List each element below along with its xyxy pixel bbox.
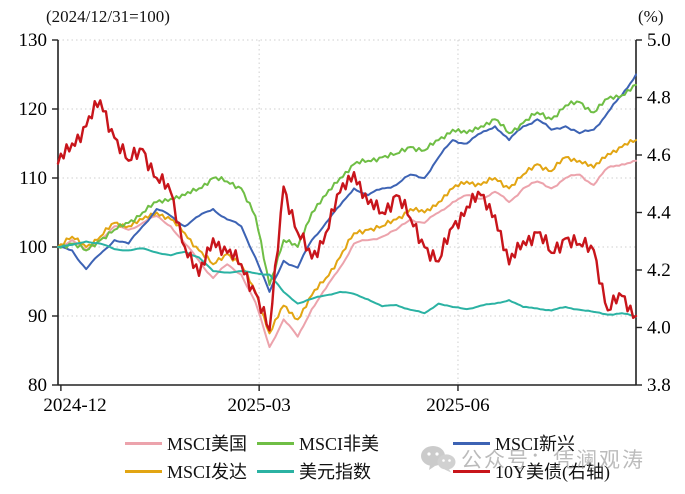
legend-swatch-msci-dm xyxy=(125,469,162,473)
legend-label-msci-dm: MSCI发达 xyxy=(167,462,248,482)
legend-entry-msci-us: MSCI美国 xyxy=(125,433,248,454)
x-tick-label: 2024-12 xyxy=(43,395,106,416)
left-tick-label: 90 xyxy=(28,306,47,327)
series-line-msci-exus xyxy=(57,83,637,286)
left-tick-label: 120 xyxy=(19,99,48,120)
right-tick-label: 3.8 xyxy=(647,375,671,396)
legend-label-ust10y: 10Y美债(右轴) xyxy=(495,462,610,482)
series-line-msci-dm xyxy=(57,139,637,335)
left-axis-note: (2024/12/31=100) xyxy=(46,7,170,26)
series-line-dxy xyxy=(57,240,637,318)
line-chart: 80 90 100 110 120 130 3.8 4.0 4.2 4.4 4.6 4.8 5.0 202… xyxy=(19,30,672,416)
left-tick-label: 80 xyxy=(28,375,47,396)
left-tick-label: 100 xyxy=(19,237,48,258)
right-tick-label: 4.6 xyxy=(647,145,671,166)
right-tick-label: 5.0 xyxy=(647,30,671,51)
legend-label-msci-exus: MSCI非美 xyxy=(299,434,380,454)
legend-label-msci-em: MSCI新兴 xyxy=(495,434,576,454)
x-tick-label: 2025-06 xyxy=(426,395,489,416)
legend-swatch-msci-us xyxy=(125,441,162,445)
right-tick-label: 4.8 xyxy=(647,88,671,109)
legend-label-dxy: 美元指数 xyxy=(299,462,371,482)
right-tick-label: 4.0 xyxy=(647,318,671,339)
left-tick-label: 130 xyxy=(19,30,48,51)
right-tick-label: 4.2 xyxy=(647,260,671,281)
legend-swatch-msci-exus xyxy=(257,441,294,445)
legend-entry-msci-dm: MSCI发达 xyxy=(125,461,248,482)
left-tick-label: 110 xyxy=(19,168,47,189)
series-line-msci-us xyxy=(57,159,637,349)
series-line-ust10y xyxy=(56,99,638,332)
chart-legend: MSCI美国 MSCI非美 MSCI新兴 MSCI发达 美元指数 10Y美债(右轴) xyxy=(0,420,685,494)
right-tick-label: 4.4 xyxy=(647,203,671,224)
legend-swatch-ust10y xyxy=(453,469,490,473)
x-tick-label: 2025-03 xyxy=(227,395,290,416)
chart-canvas: 80 90 100 110 120 130 3.8 4.0 4.2 4.4 4.6 4.8 5.0 202… xyxy=(19,30,672,416)
legend-swatch-msci-em xyxy=(453,441,490,445)
series-line-msci-em xyxy=(57,73,637,293)
legend-entry-dxy: 美元指数 xyxy=(257,461,371,482)
legend-label-msci-us: MSCI美国 xyxy=(167,434,248,454)
legend-entry-msci-exus: MSCI非美 xyxy=(257,433,380,454)
legend-entry-ust10y: 10Y美债(右轴) xyxy=(453,461,610,482)
right-axis-note: (%) xyxy=(638,7,664,26)
legend-swatch-dxy xyxy=(257,469,294,473)
legend-entry-msci-em: MSCI新兴 xyxy=(453,433,576,454)
